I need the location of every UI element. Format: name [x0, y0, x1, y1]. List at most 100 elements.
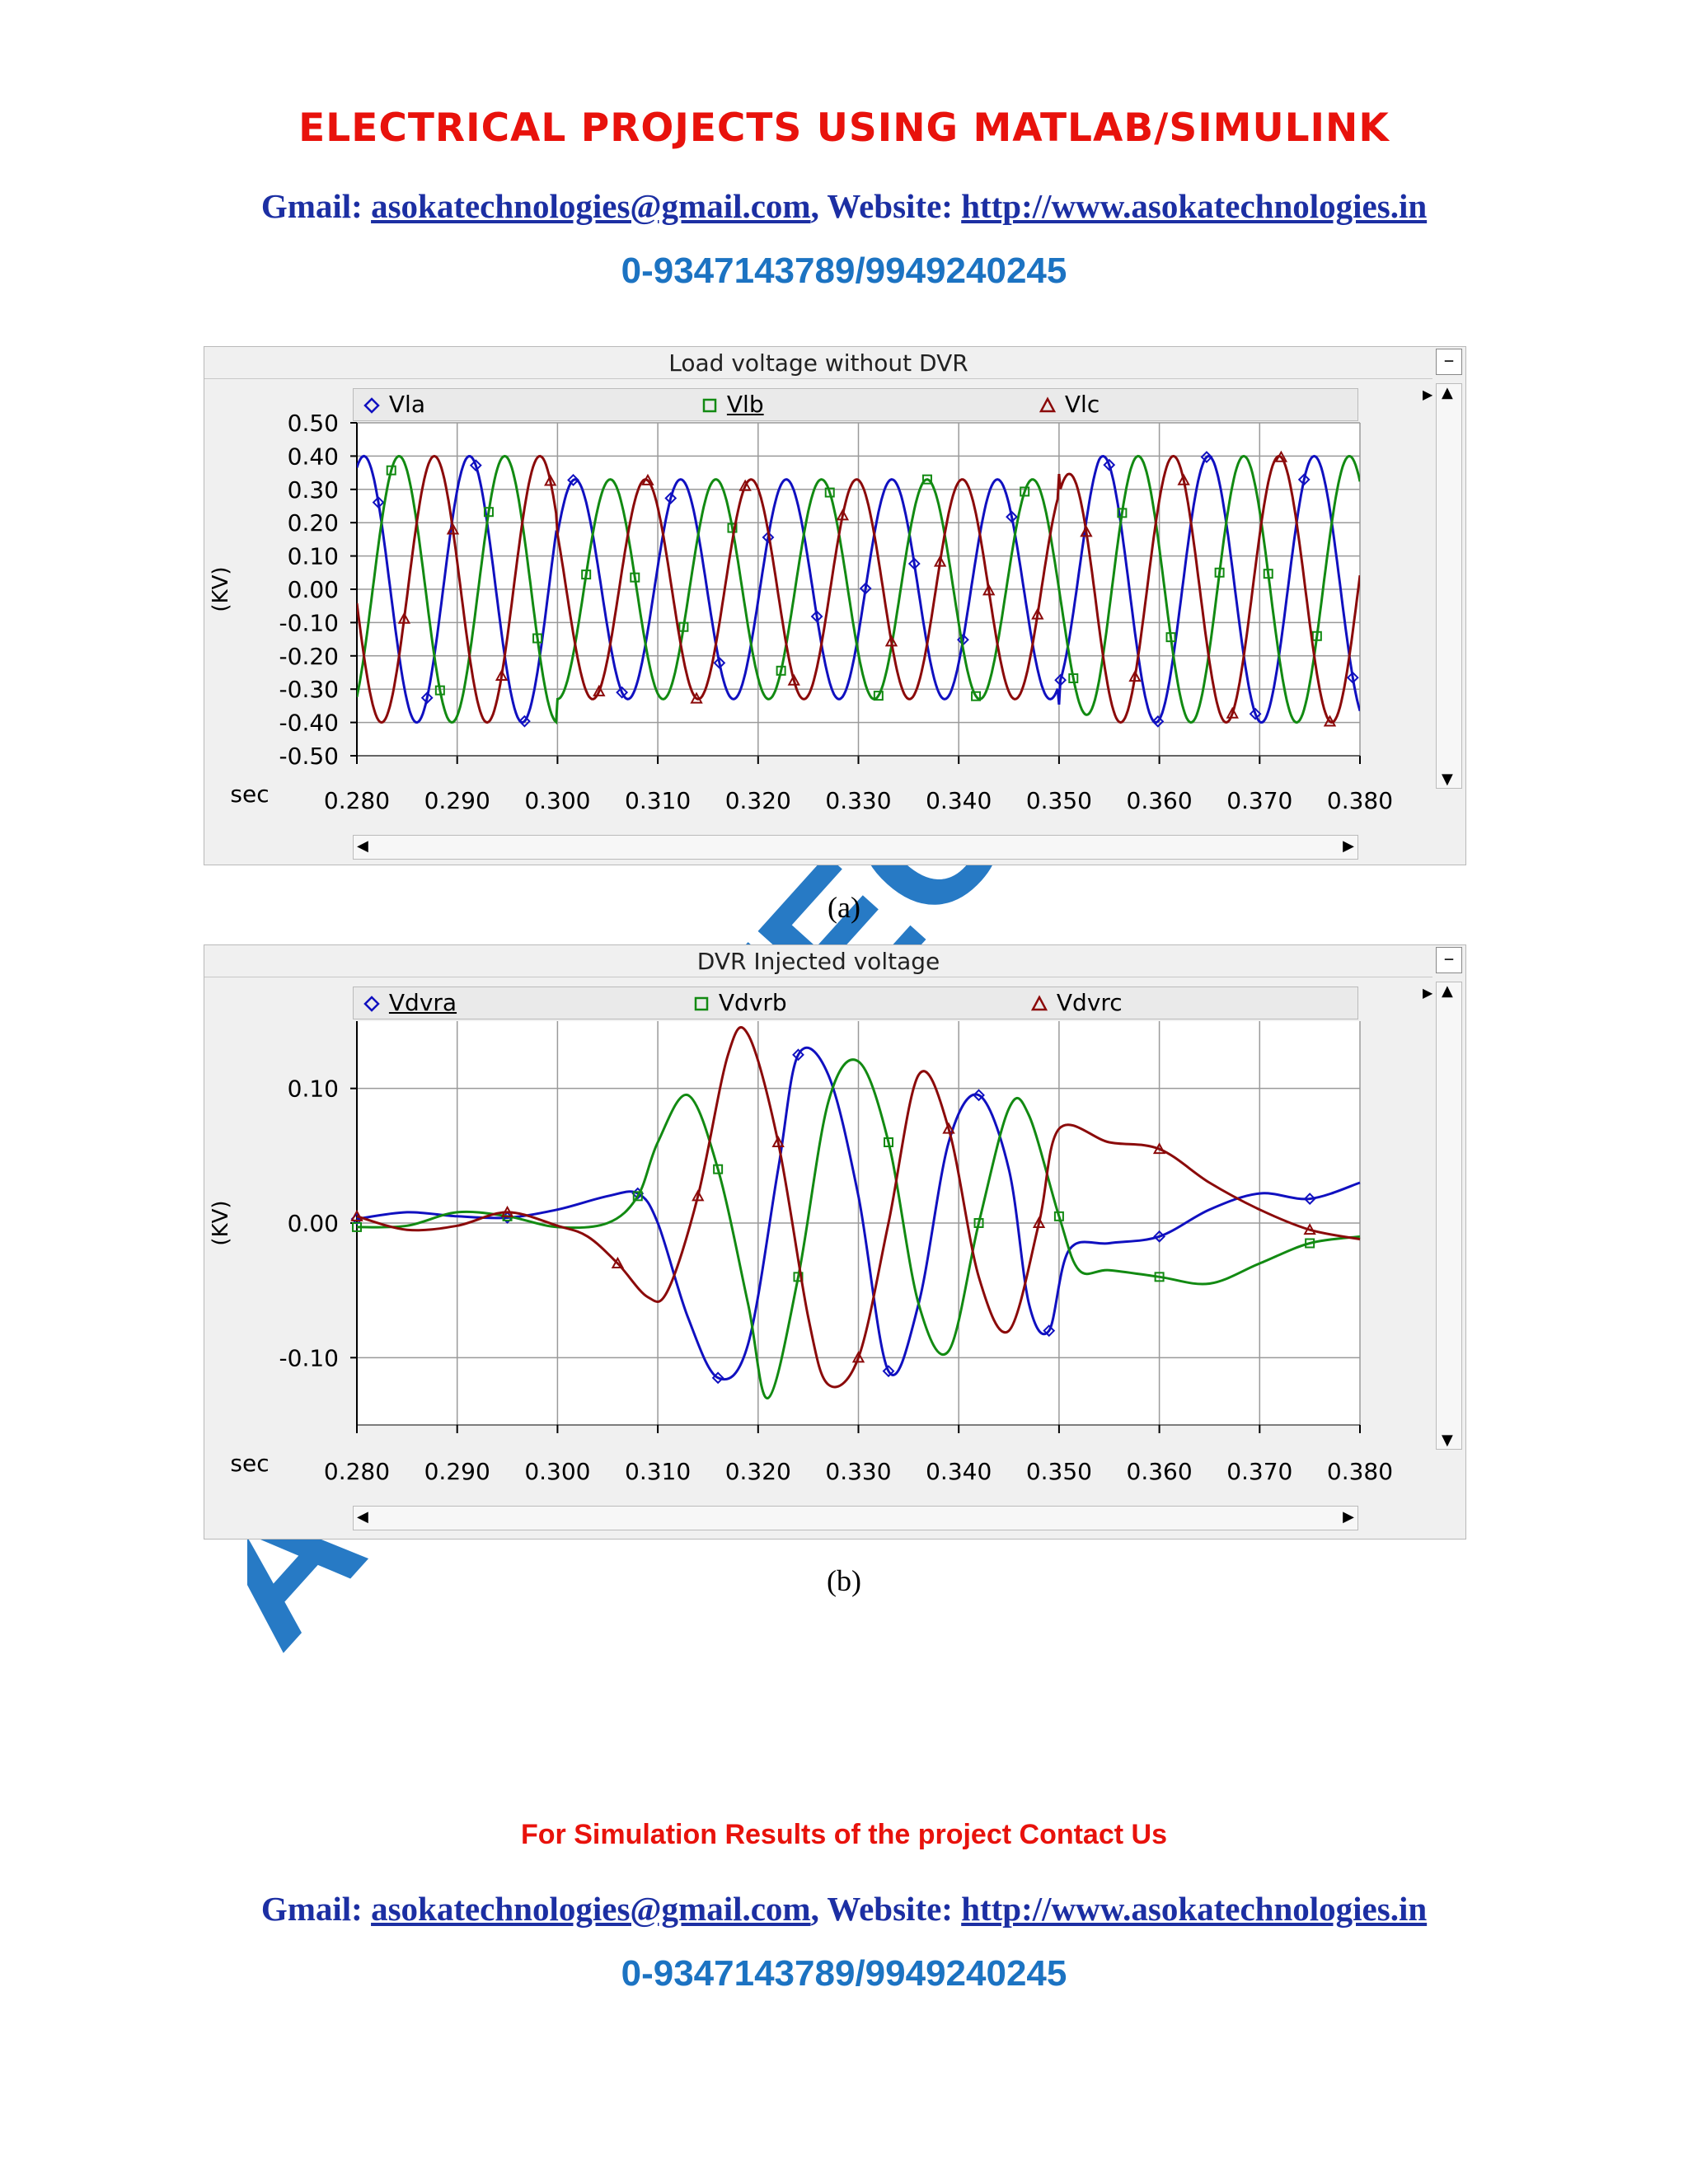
website-link[interactable]: http://www.asokatechnologies.in	[961, 1890, 1428, 1928]
x-tick-label: 0.310	[625, 787, 691, 814]
square-marker	[678, 621, 689, 632]
square-marker	[1068, 673, 1079, 684]
x-tick-label: 0.340	[926, 787, 992, 814]
arrow-left-icon[interactable]: ◀	[357, 1508, 368, 1526]
y-tick-label: 0.20	[288, 509, 339, 537]
diamond-marker	[1200, 451, 1213, 463]
email-link[interactable]: asokatechnologies@gmail.com	[371, 187, 811, 225]
square-marker	[1311, 630, 1322, 641]
triangle-marker	[1303, 1223, 1316, 1235]
footer-phone: 0-9347143789/9949240245	[621, 1953, 1067, 1994]
legend-label: Vdvrb	[718, 989, 787, 1016]
diamond-marker	[616, 686, 629, 699]
legend-label: Vlb	[726, 391, 764, 418]
website-label: , Website:	[810, 1890, 962, 1928]
square-marker	[532, 633, 543, 644]
square-marker	[727, 523, 738, 533]
x-tick-label: 0.320	[725, 1458, 791, 1485]
triangle-marker	[933, 555, 947, 567]
triangle-icon	[1030, 995, 1048, 1011]
square-marker	[824, 487, 835, 498]
arrow-right-icon[interactable]: ▶	[1343, 1508, 1354, 1526]
triangle-marker	[397, 612, 411, 624]
arrow-down-icon[interactable]: ▼	[1442, 1432, 1453, 1449]
square-marker	[873, 691, 884, 701]
diamond-marker	[762, 531, 775, 544]
legend-item-c: Vdvrc	[1029, 989, 1123, 1017]
gmail-label: Gmail:	[260, 1890, 372, 1928]
minimize-button[interactable]: –	[1436, 947, 1462, 973]
website-link[interactable]: http://www.asokatechnologies.in	[961, 187, 1428, 225]
arrow-left-icon[interactable]: ◀	[357, 837, 368, 855]
legend-label: Vlc	[1064, 391, 1100, 418]
chart-a: 0.280 0.290 0.300 0.310 0.320 0.330 0.340 0.350…	[209, 410, 1393, 814]
legend: Vdvra Vdvrb Vdvrc	[353, 987, 1358, 1019]
vertical-scrollbar[interactable]: ▲ ▼	[1436, 982, 1462, 1450]
x-tick-label: 0.300	[524, 787, 590, 814]
triangle-marker	[1274, 450, 1288, 462]
x-tick-label: 0.370	[1226, 1458, 1292, 1485]
x-tick-label: 0.350	[1026, 787, 1092, 814]
square-marker	[630, 572, 640, 583]
diamond-marker	[810, 610, 823, 623]
x-tick-label: 0.290	[424, 1458, 490, 1485]
diamond-marker	[1297, 473, 1311, 486]
x-axis-label: sec	[230, 780, 269, 808]
y-axis-label: (KV)	[209, 1200, 233, 1245]
triangle-marker	[1226, 706, 1239, 719]
y-axis-label: (KV)	[209, 566, 233, 612]
scope-window-a: Load voltage without DVR – Vla Vlb Vlc 0…	[204, 346, 1466, 865]
minimize-button[interactable]: –	[1436, 349, 1462, 375]
page-title: Electrical Projects Using MATLAB/SIMULIN…	[298, 105, 1390, 151]
square-marker	[483, 507, 494, 518]
diamond-marker	[372, 496, 385, 509]
triangle-marker	[1177, 473, 1190, 485]
diamond-marker	[1249, 707, 1262, 720]
y-tick-label: 0.40	[288, 443, 339, 470]
chart-b: 0.280 0.290 0.300 0.310 0.320 0.330 0.340 0.350…	[209, 1021, 1393, 1485]
square-marker	[884, 1137, 894, 1147]
diamond-marker	[792, 1048, 804, 1062]
horizontal-scrollbar[interactable]: ◀ ▶	[353, 835, 1358, 860]
diamond-icon	[363, 996, 380, 1012]
arrow-up-icon[interactable]: ▲	[1442, 384, 1453, 401]
diamond-marker	[711, 1371, 724, 1385]
legend: Vla Vlb Vlc	[353, 388, 1358, 421]
y-tick-label: 0.50	[288, 410, 339, 437]
x-axis-label: sec	[230, 1450, 269, 1477]
x-tick-label: 0.360	[1127, 1458, 1193, 1485]
play-icon[interactable]: ▶	[1423, 387, 1433, 402]
square-marker	[1263, 569, 1273, 579]
scope-window-b: DVR Injected voltage – Vdvra Vdvrb Vdvrc…	[204, 944, 1466, 1540]
x-tick-label: 0.380	[1327, 787, 1393, 814]
vertical-scrollbar[interactable]: ▲ ▼	[1436, 383, 1462, 789]
triangle-marker	[446, 523, 460, 535]
triangle-marker	[611, 1256, 625, 1268]
square-marker	[352, 1221, 362, 1232]
x-tick-label: 0.350	[1026, 1458, 1092, 1485]
square-marker	[1020, 486, 1030, 497]
arrow-down-icon[interactable]: ▼	[1442, 771, 1453, 788]
gmail-label: Gmail:	[260, 187, 372, 225]
horizontal-scrollbar[interactable]: ◀ ▶	[353, 1506, 1358, 1530]
email-link[interactable]: asokatechnologies@gmail.com	[371, 1890, 811, 1928]
x-tick-label: 0.330	[825, 787, 891, 814]
triangle-marker	[1152, 1142, 1166, 1155]
chart-title: DVR Injected voltage –	[204, 945, 1462, 977]
square-marker	[971, 691, 982, 701]
arrow-right-icon[interactable]: ▶	[1343, 837, 1354, 855]
diamond-marker	[1346, 671, 1359, 684]
square-marker	[1165, 632, 1176, 643]
square-marker	[581, 569, 592, 580]
website-label: , Website:	[810, 187, 962, 225]
footer-contact: Gmail: asokatechnologies@gmail.com, Webs…	[0, 1889, 1688, 1929]
arrow-up-icon[interactable]: ▲	[1442, 982, 1453, 1000]
triangle-marker	[851, 1351, 865, 1363]
triangle-marker	[692, 1189, 705, 1202]
diamond-icon	[363, 397, 380, 414]
diamond-marker	[1303, 1193, 1316, 1206]
triangle-marker	[1032, 1216, 1046, 1228]
diamond-marker	[518, 715, 531, 728]
play-icon[interactable]: ▶	[1423, 985, 1433, 1001]
footer-note: For Simulation Results of the project Co…	[521, 1819, 1167, 1850]
